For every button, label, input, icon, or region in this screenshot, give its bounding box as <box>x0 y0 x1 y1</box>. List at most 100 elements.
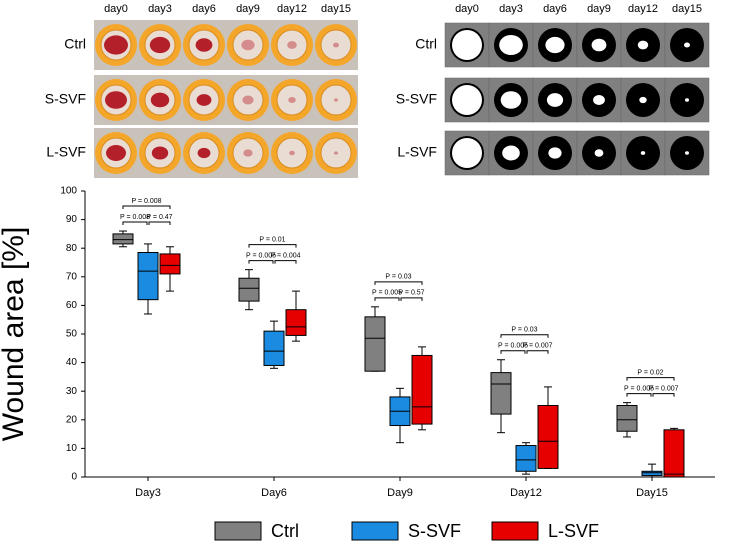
box <box>490 372 512 415</box>
bracket <box>122 221 148 226</box>
box <box>663 429 685 478</box>
p-value-label: P = 0.005 <box>624 385 654 392</box>
mask-wound <box>499 34 523 56</box>
row-label: L-SVF <box>46 144 86 160</box>
box <box>112 233 134 245</box>
column-label: day0 <box>455 3 479 15</box>
legend-swatch <box>491 521 539 541</box>
column-label: day12 <box>277 3 307 15</box>
p-value-label: P = 0.008 <box>131 198 161 205</box>
bracket <box>626 377 675 381</box>
mask-wound <box>640 151 646 155</box>
photo-wound <box>243 149 253 157</box>
legend-swatch <box>351 521 399 541</box>
mask-wound <box>545 36 565 54</box>
photo-wound <box>196 94 212 106</box>
photo-wound <box>151 146 169 160</box>
mask-wound <box>591 38 607 52</box>
box <box>159 253 181 275</box>
box <box>537 405 559 469</box>
box <box>238 277 260 302</box>
p-value-label: P = 0.008 <box>120 214 150 221</box>
row-label: L-SVF <box>397 144 437 160</box>
bracket <box>652 393 675 397</box>
mask-wound <box>685 151 689 155</box>
column-label: day15 <box>672 3 702 15</box>
photo-wound <box>149 36 171 54</box>
photo-wound <box>195 38 213 52</box>
y-tick-label: 0 <box>71 472 77 483</box>
bracket <box>526 350 549 354</box>
photo-wound <box>104 35 128 55</box>
column-label: day9 <box>587 3 611 15</box>
photo-wound <box>241 39 255 51</box>
box <box>137 251 159 301</box>
photo-wound <box>289 150 295 156</box>
y-tick-label: 10 <box>66 443 78 454</box>
x-tick-label: Day6 <box>261 487 287 499</box>
bracket <box>400 297 423 301</box>
row-label: Ctrl <box>64 36 86 52</box>
p-value-label: P = 0.57 <box>398 290 424 297</box>
column-label: day3 <box>148 3 172 15</box>
x-tick-label: Day15 <box>636 487 668 499</box>
box <box>364 316 386 372</box>
y-tick-label: 100 <box>60 186 77 197</box>
p-value-label: P = 0.47 <box>146 214 172 221</box>
mask-wound <box>639 96 647 104</box>
y-axis-label: Wound area [%] <box>0 227 30 442</box>
y-tick-label: 80 <box>66 243 78 254</box>
column-label: day6 <box>543 3 567 15</box>
mask-wound <box>637 40 649 50</box>
p-value-label: P = 0.03 <box>385 274 411 281</box>
box <box>641 470 663 477</box>
legend-swatch <box>214 521 262 541</box>
photo-wound <box>333 42 339 48</box>
mask-wound <box>546 93 564 107</box>
bracket <box>374 297 400 301</box>
y-tick-label: 70 <box>66 271 78 282</box>
box <box>285 309 307 336</box>
y-tick-label: 90 <box>66 214 78 225</box>
bracket <box>148 221 171 226</box>
photo-wound <box>242 95 254 105</box>
box <box>411 354 433 425</box>
legend-label: L-SVF <box>548 521 599 541</box>
mask-wound <box>500 91 522 109</box>
p-value-label: P = 0.01 <box>259 236 285 243</box>
box <box>515 445 537 472</box>
p-value-label: P = 0.005 <box>498 343 528 350</box>
bracket <box>374 281 423 285</box>
x-tick-label: Day12 <box>510 487 542 499</box>
photo-wound <box>288 96 296 104</box>
p-value-label: P = 0.007 <box>648 385 678 392</box>
p-value-label: P = 0.005 <box>372 290 402 297</box>
box <box>263 330 285 366</box>
row-label: S-SVF <box>45 91 86 107</box>
column-label: day12 <box>628 3 658 15</box>
y-tick-label: 40 <box>66 357 78 368</box>
x-tick-label: Day3 <box>135 487 161 499</box>
row-label: Ctrl <box>415 36 437 52</box>
legend-label: S-SVF <box>408 521 461 541</box>
mask-wound <box>452 85 482 115</box>
mask-wound <box>684 42 690 48</box>
mask-wound <box>593 94 605 106</box>
bracket <box>248 244 297 248</box>
y-tick-label: 30 <box>66 386 78 397</box>
photo-wound <box>334 98 338 102</box>
bracket <box>122 205 171 210</box>
bracket <box>626 393 652 397</box>
photo-wound <box>197 147 211 159</box>
mask-wound <box>452 138 482 168</box>
y-tick-label: 20 <box>66 414 78 425</box>
bracket <box>500 350 526 354</box>
bracket <box>248 260 274 264</box>
p-value-label: P = 0.007 <box>522 343 552 350</box>
column-label: day6 <box>192 3 216 15</box>
row-label: S-SVF <box>396 91 437 107</box>
mask-wound <box>502 145 520 161</box>
mask-wound <box>685 98 689 102</box>
column-label: day15 <box>321 3 351 15</box>
